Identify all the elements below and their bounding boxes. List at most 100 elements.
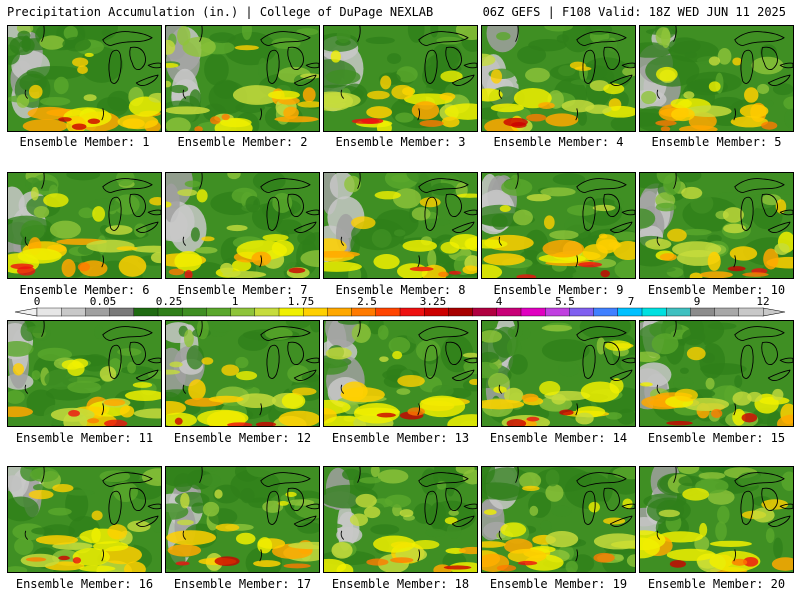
colorbar-tick-label: 0 bbox=[34, 295, 41, 308]
great-lakes-outline bbox=[340, 467, 477, 562]
colorbar-tick-label: 7 bbox=[628, 295, 635, 308]
map-title: Precipitation Accumulation (in.) | Colle… bbox=[7, 5, 434, 19]
ensemble-member-label: Ensemble Member: 11 bbox=[15, 431, 154, 445]
great-lakes-outline bbox=[182, 26, 319, 121]
colorbar-segment bbox=[424, 307, 449, 317]
ensemble-member-label: Ensemble Member: 16 bbox=[15, 577, 154, 591]
ensemble-member-map bbox=[7, 25, 162, 132]
colorbar-segment bbox=[61, 307, 86, 317]
colorbar-tick-label: 2.5 bbox=[357, 295, 377, 308]
great-lakes-outline bbox=[340, 26, 477, 121]
ensemble-member-label: Ensemble Member: 15 bbox=[647, 431, 786, 445]
colorbar-segment bbox=[351, 307, 377, 317]
ensemble-member-map bbox=[639, 320, 794, 427]
ensemble-member-label: Ensemble Member: 17 bbox=[173, 577, 312, 591]
great-lakes-outline bbox=[656, 321, 793, 416]
great-lakes-outline bbox=[24, 321, 161, 416]
colorbar-segment bbox=[666, 307, 691, 317]
colorbar-segment bbox=[520, 307, 546, 317]
colorbar-segment bbox=[36, 307, 62, 317]
colorbar-tick-label: 4 bbox=[496, 295, 503, 308]
ensemble-member-label: Ensemble Member: 5 bbox=[651, 135, 782, 149]
colorbar-tick-label: 0.25 bbox=[156, 295, 183, 308]
colorbar-segment bbox=[738, 307, 764, 317]
precip-colorbar: 0 0.05 0.25 1 1.75 2.5 3.25 4 5.5 7 9 12 bbox=[0, 294, 800, 320]
great-lakes-outline bbox=[24, 173, 161, 268]
ensemble-member-map bbox=[481, 172, 636, 279]
colorbar-tick-label: 3.25 bbox=[420, 295, 447, 308]
great-lakes-outline bbox=[656, 173, 793, 268]
colorbar-min-arrow bbox=[14, 307, 38, 317]
ensemble-member-map bbox=[323, 320, 478, 427]
great-lakes-outline bbox=[498, 26, 635, 121]
colorbar-segment bbox=[448, 307, 474, 317]
ensemble-member-map bbox=[7, 172, 162, 279]
model-valid-time: 06Z GEFS | F108 Valid: 18Z WED JUN 11 20… bbox=[482, 5, 786, 19]
colorbar-segment bbox=[206, 307, 232, 317]
ensemble-member-map bbox=[7, 466, 162, 573]
ensemble-member-label: Ensemble Member: 1 bbox=[19, 135, 150, 149]
ensemble-member-label: Ensemble Member: 12 bbox=[173, 431, 312, 445]
great-lakes-outline bbox=[182, 321, 319, 416]
colorbar-segment bbox=[496, 307, 522, 317]
ensemble-member-label: Ensemble Member: 13 bbox=[331, 431, 470, 445]
ensemble-member-map bbox=[165, 172, 320, 279]
colorbar-segment bbox=[85, 307, 111, 317]
colorbar-segment bbox=[303, 307, 328, 317]
ensemble-member-map bbox=[323, 172, 478, 279]
colorbar-segment bbox=[254, 307, 280, 317]
colorbar-tick-label: 0.05 bbox=[90, 295, 117, 308]
ensemble-member-map bbox=[639, 466, 794, 573]
ensemble-member-map bbox=[165, 25, 320, 132]
colorbar-max-arrow bbox=[762, 307, 786, 317]
great-lakes-outline bbox=[498, 321, 635, 416]
ensemble-member-map bbox=[165, 466, 320, 573]
colorbar-segment bbox=[641, 307, 667, 317]
colorbar-tick-label: 12 bbox=[756, 295, 769, 308]
colorbar-segment bbox=[181, 307, 207, 317]
colorbar-segment bbox=[157, 307, 183, 317]
ensemble-member-label: Ensemble Member: 18 bbox=[331, 577, 470, 591]
ensemble-member-map bbox=[165, 320, 320, 427]
colorbar-segment bbox=[569, 307, 595, 317]
ensemble-member-label: Ensemble Member: 14 bbox=[489, 431, 628, 445]
colorbar-tick-label: 9 bbox=[694, 295, 701, 308]
colorbar-segment bbox=[690, 307, 716, 317]
great-lakes-outline bbox=[24, 467, 161, 562]
colorbar-segment bbox=[375, 307, 401, 317]
ensemble-member-label: Ensemble Member: 8 bbox=[335, 283, 466, 297]
colorbar-segment bbox=[278, 307, 304, 317]
great-lakes-outline bbox=[498, 173, 635, 268]
ensemble-member-label: Ensemble Member: 10 bbox=[647, 283, 786, 297]
ensemble-member-label: Ensemble Member: 7 bbox=[177, 283, 308, 297]
great-lakes-outline bbox=[498, 467, 635, 562]
colorbar-segment bbox=[714, 307, 740, 317]
ensemble-member-map bbox=[639, 172, 794, 279]
colorbar-tick-label: 5.5 bbox=[555, 295, 575, 308]
ensemble-member-label: Ensemble Member: 3 bbox=[335, 135, 466, 149]
colorbar-segment bbox=[617, 307, 643, 317]
great-lakes-outline bbox=[182, 173, 319, 268]
ensemble-member-label: Ensemble Member: 2 bbox=[177, 135, 308, 149]
ensemble-member-label: Ensemble Member: 9 bbox=[493, 283, 624, 297]
colorbar-segment bbox=[399, 307, 425, 317]
ensemble-member-label: Ensemble Member: 4 bbox=[493, 135, 624, 149]
colorbar-tick-label: 1 bbox=[232, 295, 239, 308]
colorbar-segment bbox=[230, 307, 256, 317]
ensemble-member-label: Ensemble Member: 19 bbox=[489, 577, 628, 591]
great-lakes-outline bbox=[656, 26, 793, 121]
ensemble-member-label: Ensemble Member: 20 bbox=[647, 577, 786, 591]
great-lakes-outline bbox=[340, 173, 477, 268]
ensemble-member-map bbox=[639, 25, 794, 132]
great-lakes-outline bbox=[656, 467, 793, 562]
ensemble-member-map bbox=[481, 466, 636, 573]
ensemble-member-label: Ensemble Member: 6 bbox=[19, 283, 150, 297]
colorbar-segment bbox=[593, 307, 619, 317]
ensemble-member-map bbox=[481, 320, 636, 427]
great-lakes-outline bbox=[182, 467, 319, 562]
ensemble-member-map bbox=[323, 25, 478, 132]
colorbar-segment bbox=[327, 307, 353, 317]
great-lakes-outline bbox=[340, 321, 477, 416]
ensemble-member-map bbox=[7, 320, 162, 427]
ensemble-member-map bbox=[323, 466, 478, 573]
